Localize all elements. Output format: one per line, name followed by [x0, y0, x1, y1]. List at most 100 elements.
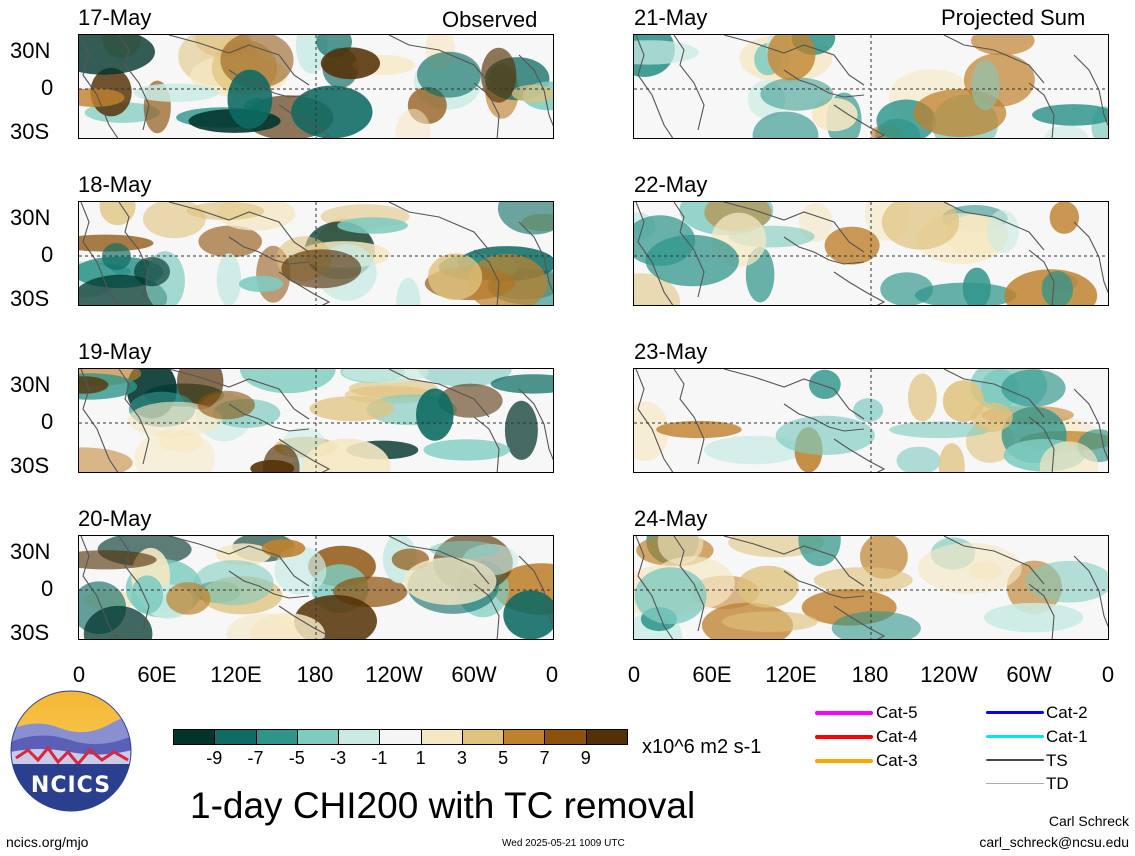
anomaly-blob — [808, 369, 841, 399]
colorbar-swatch — [503, 729, 546, 745]
lat-label-30s: 30S — [10, 620, 50, 645]
coastline-segment — [723, 35, 865, 86]
anomaly-blob — [703, 435, 804, 465]
coastline-segment — [673, 35, 705, 131]
anomaly-blob — [337, 217, 408, 234]
coastline-segment — [278, 438, 331, 472]
panel-title-18-may: 18-May — [78, 172, 152, 197]
chi200-field — [634, 202, 1108, 305]
anomaly-blob — [896, 446, 941, 472]
anomaly-blob — [908, 373, 937, 422]
anomaly-blob — [503, 590, 553, 639]
coastline-segment — [118, 369, 150, 465]
anomaly-blob — [238, 275, 284, 292]
colorbar-tick-label: -9 — [206, 748, 223, 768]
website-link[interactable]: ncics.org/mjo — [6, 834, 89, 850]
author-name: Carl Schreck — [1048, 813, 1129, 829]
panel-header-observed: Observed — [442, 7, 538, 32]
anomaly-blob — [917, 542, 1022, 594]
colorbar-swatch — [338, 729, 381, 745]
panel-title-23-may: 23-May — [634, 339, 708, 364]
anomaly-blob — [634, 40, 699, 65]
anomaly-blob — [914, 282, 1017, 305]
coastline-segment — [723, 369, 865, 420]
lat-label-30s: 30S — [10, 453, 50, 478]
anomaly-blob — [853, 398, 884, 423]
lon-label: 120W — [920, 662, 978, 687]
coastline-segment — [168, 536, 310, 587]
anomaly-blob — [1049, 202, 1079, 234]
colorbar-swatch — [214, 729, 257, 745]
coastline-segment — [723, 536, 865, 587]
lat-label-30n: 30N — [10, 38, 51, 63]
colorbar-tick-label: -7 — [247, 748, 264, 768]
anomaly-blob — [824, 226, 880, 265]
coastline-segment — [635, 202, 674, 305]
anomaly-blob — [303, 438, 391, 472]
map-panel-20-may — [78, 535, 554, 640]
map-panel-18-may — [78, 201, 554, 306]
lat-label-30n: 30N — [10, 539, 51, 564]
coastline-segment — [635, 35, 674, 138]
colorbar-swatch — [173, 729, 216, 745]
colorbar-tick-label: 5 — [498, 748, 509, 768]
coastline-segment — [833, 104, 886, 138]
map-panel-23-may — [633, 368, 1109, 473]
lat-label-eq: 0 — [41, 576, 54, 601]
coastline-segment — [118, 536, 150, 632]
anomaly-blob — [889, 421, 990, 439]
legend-label-cat3: Cat-3 — [876, 751, 918, 770]
lat-label-30s: 30S — [10, 119, 50, 144]
coastline-segment — [118, 202, 150, 298]
coastline-segment — [388, 536, 490, 585]
coastline-segment — [1073, 555, 1108, 628]
chi200-field — [79, 202, 553, 305]
logo-text: NCICS — [30, 773, 112, 798]
colorbar: -9 -7 -5 -3 -1 1 3 5 7 9 — [173, 729, 628, 767]
legend-line-cat2 — [986, 711, 1044, 714]
legend-line-cat3 — [815, 759, 873, 763]
anomaly-blob — [418, 369, 512, 387]
coastline-segment — [1073, 54, 1108, 127]
legend-label-cat5: Cat-5 — [876, 703, 918, 722]
anomaly-blob — [971, 35, 1035, 56]
coastline-segment — [943, 369, 1045, 418]
panel-title-22-may: 22-May — [634, 172, 708, 197]
coastline-segment — [943, 202, 1045, 251]
anomaly-blob — [79, 447, 133, 472]
coastline-segment — [80, 536, 119, 639]
anomaly-blob — [417, 51, 481, 98]
anomaly-blob — [403, 557, 497, 605]
colorbar-swatch — [255, 729, 298, 745]
coastline-segment — [518, 54, 553, 127]
coastline-segment — [118, 35, 150, 131]
anomaly-blob — [79, 550, 157, 570]
legend-line-cat5 — [815, 711, 873, 715]
anomaly-blob — [134, 429, 216, 472]
colorbar-swatch — [296, 729, 340, 745]
anomaly-blob — [760, 77, 834, 111]
anomaly-blob — [987, 209, 1019, 254]
anomaly-blob — [775, 415, 875, 455]
chi200-field — [79, 35, 553, 138]
coastline-segment — [833, 438, 886, 472]
colorbar-swatch — [461, 729, 505, 745]
lon-label: 180 — [296, 662, 334, 687]
anomaly-blob — [342, 369, 429, 384]
anomaly-blob — [1041, 270, 1074, 305]
anomaly-blob — [881, 202, 960, 250]
author-email: carl_schreck@ncsu.edu — [979, 834, 1129, 850]
ncics-logo-icon — [10, 690, 132, 812]
coastline-segment — [278, 271, 331, 305]
map-panel-21-may — [633, 34, 1109, 139]
anomaly-blob — [227, 69, 273, 129]
anomaly-blob — [984, 602, 1084, 633]
anomaly-blob — [497, 202, 553, 235]
lon-label: 60E — [692, 662, 732, 687]
coastline-segment — [1073, 388, 1108, 461]
colorbar-tick-label: 3 — [456, 748, 467, 768]
coastline-segment — [168, 369, 310, 420]
anomaly-blob — [831, 611, 921, 639]
timestamp: Wed 2025-05-21 1009 UTC — [502, 838, 625, 849]
coastline-segment — [833, 605, 886, 639]
